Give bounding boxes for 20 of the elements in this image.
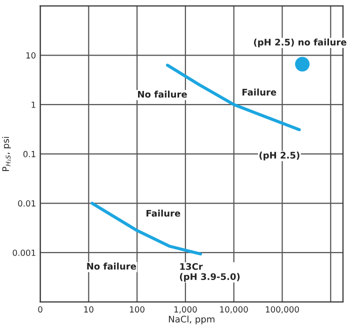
x-tick-label: 100 [130,306,144,313]
annotation: Failure [242,88,276,96]
x-tick-label: 10 [84,306,94,313]
y-tick-label: 0.01 [18,200,36,207]
x-tick-label: 10,000 [220,306,248,314]
x-tick-label: 1,000 [174,306,197,314]
annotation: No failure [87,262,136,270]
annotation: (pH 2.5) [259,152,300,160]
annotation: 13Cr (pH 3.9-5.0) [180,263,240,282]
x-axis-title: NaCl, ppm [168,316,214,324]
annotation: Failure [146,210,180,217]
annotation: (pH 2.5) no failure [254,38,346,48]
x-tick-label: 0 [38,306,42,313]
y-tick-label: 0.001 [12,250,36,256]
y-axis-title: P$_{H₂S}$, psi [2,136,11,171]
annotation: No failure [138,90,187,98]
x-tick-label: 100,000 [266,306,299,314]
y-tick-label: 10 [26,52,36,59]
y-tick-label: 1 [32,102,36,108]
y-tick-label: 0.1 [23,150,36,158]
